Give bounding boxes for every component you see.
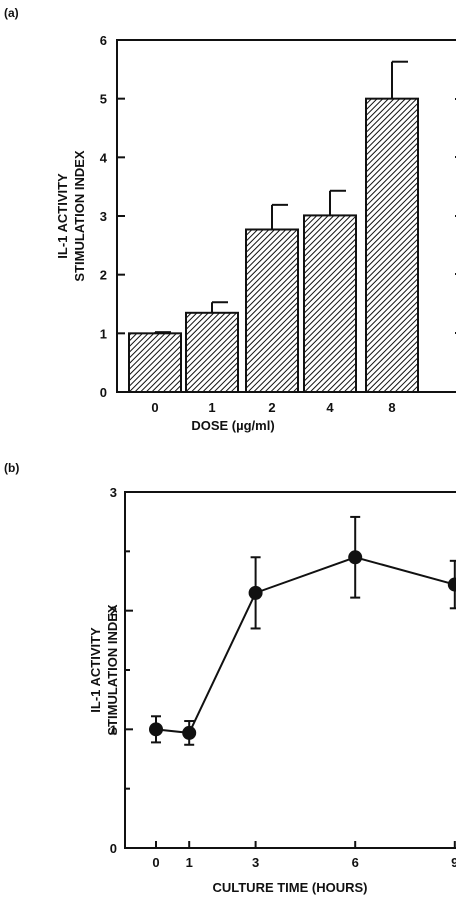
panel-b-x-axis-title: CULTURE TIME (HOURS) [212, 880, 367, 895]
panel-b-x-tick-label: 0 [152, 855, 159, 870]
panel-a-bar [186, 313, 238, 392]
panel-a: (a) 0 1 2 3 4 5 6 0 1 2 4 8 DOSE (µg/ml) IL-1 ACTI… [4, 6, 456, 433]
panel-b-x-tick-label: 9 [451, 855, 456, 870]
panel-a-bars [129, 62, 418, 392]
panel-b-x-axis: 0 1 3 6 9 [152, 841, 456, 870]
panel-b-data-point [149, 722, 163, 736]
panel-a-bar [304, 215, 356, 392]
panel-a-bar [246, 229, 298, 392]
panel-a-x-axis-title: DOSE (µg/ml) [191, 418, 274, 433]
panel-b-y-axis-title-line1: IL-1 ACTIVITY [88, 627, 103, 713]
panel-a-y-axis-title-line1: IL-1 ACTIVITY [55, 173, 70, 259]
panel-b-data-point [348, 550, 362, 564]
panel-b-series-line [156, 557, 455, 733]
panel-a-y-axis-title-line2: STIMULATION INDEX [72, 150, 87, 282]
panel-b-series [149, 517, 456, 745]
panel-b-x-tick-label: 6 [352, 855, 359, 870]
panel-a-x-axis: 0 1 2 4 8 [151, 400, 395, 415]
panel-a-y-tick-label: 2 [100, 268, 107, 283]
panel-b-x-tick-label: 1 [186, 855, 193, 870]
panel-a-x-tick-label: 8 [388, 400, 395, 415]
panel-b-data-point [448, 578, 456, 592]
panel-b-data-point [249, 586, 263, 600]
panel-a-bar [129, 333, 181, 392]
panel-a-y-tick-label: 0 [100, 385, 107, 400]
panel-a-label: (a) [4, 6, 19, 20]
panel-a-y-axis: 0 1 2 3 4 5 6 [100, 33, 125, 400]
panel-a-x-tick-label: 1 [208, 400, 215, 415]
panel-b-data-point [182, 726, 196, 740]
panel-b-label: (b) [4, 461, 19, 475]
panel-a-y-tick-label: 1 [100, 326, 107, 341]
panel-a-y-tick-label: 3 [100, 209, 107, 224]
panel-b-y-tick-label: 3 [110, 485, 117, 500]
panel-a-x-tick-label: 2 [268, 400, 275, 415]
panel-b-y-axis-title-line2: STIMULATION INDEX [105, 604, 120, 736]
panel-a-bar [366, 99, 418, 392]
panel-b-plot-frame [125, 492, 456, 848]
panel-a-x-tick-label: 0 [151, 400, 158, 415]
panel-a-y-tick-label: 4 [100, 150, 108, 165]
panel-a-y-tick-label: 5 [100, 92, 107, 107]
panel-a-x-tick-label: 4 [326, 400, 334, 415]
panel-b-x-tick-label: 3 [252, 855, 259, 870]
panel-a-y-tick-label: 6 [100, 33, 107, 48]
panel-b-y-tick-label: 0 [110, 841, 117, 856]
